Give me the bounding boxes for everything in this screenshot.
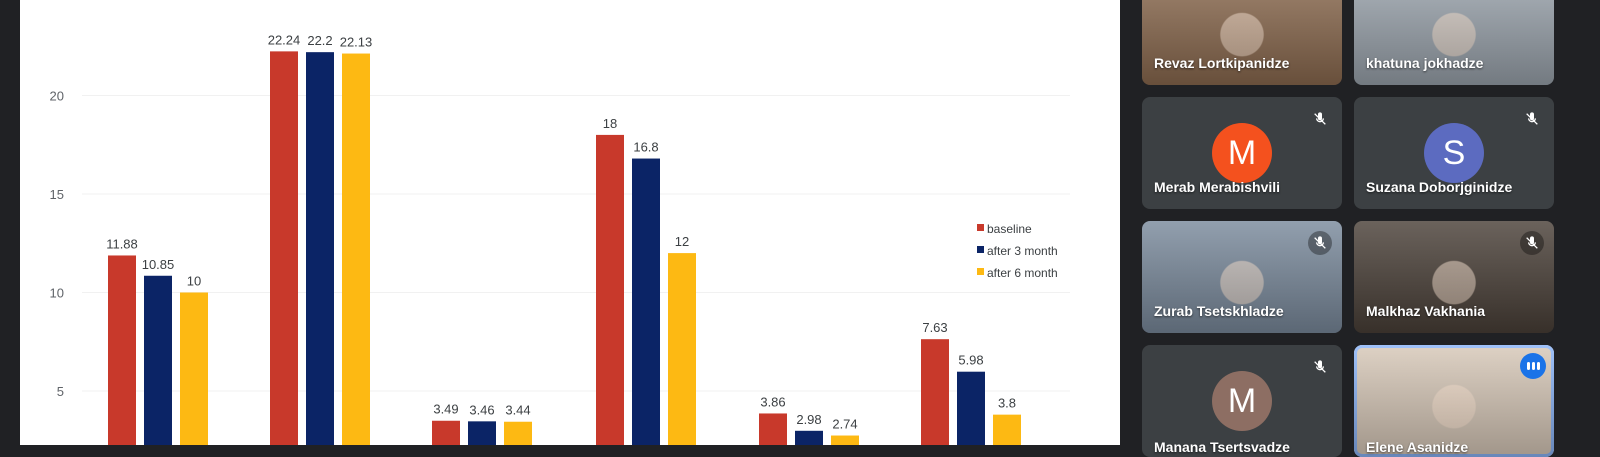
video-feed: [1354, 221, 1554, 333]
meeting-stage: 5 10 15 20 11.88 10.85 10 22.24 22.2 22.13 3.49 3.4…: [20, 0, 1554, 457]
bar-baseline: [921, 339, 949, 445]
data-label: 18: [603, 116, 617, 131]
bar-chart: 5 10 15 20 11.88 10.85 10 22.24 22.2 22.13 3.49 3.4…: [50, 32, 1070, 445]
data-label: 22.2: [307, 33, 332, 48]
bar-after-3-month: [468, 421, 496, 445]
bar-after-6-month: [180, 292, 208, 445]
bar-baseline: [596, 134, 624, 445]
video-feed: [1354, 0, 1554, 85]
participant-tile[interactable]: khatuna jokhadze: [1354, 0, 1554, 85]
participant-tile[interactable]: Zurab Tsetskhladze: [1142, 221, 1342, 333]
legend-swatch: [977, 246, 984, 253]
mic-off-icon: [1308, 355, 1332, 379]
legend-swatch: [977, 268, 984, 275]
bar-baseline: [432, 420, 460, 445]
y-tick-label: 5: [57, 384, 64, 399]
data-label: 3.8: [998, 396, 1016, 411]
bar-after-3-month: [957, 371, 985, 445]
avatar: M: [1212, 371, 1272, 431]
video-feed: [1142, 221, 1342, 333]
bar-baseline: [759, 413, 787, 445]
data-label: 3.44: [505, 403, 530, 418]
legend-label: after 3 month: [987, 244, 1058, 258]
speaking-indicator-icon: [1520, 353, 1546, 379]
legend-label: baseline: [987, 222, 1032, 236]
y-tick-label: 20: [50, 89, 64, 104]
data-label: 3.46: [469, 402, 494, 417]
bar-after-3-month: [795, 430, 823, 445]
participant-name: khatuna jokhadze: [1366, 55, 1484, 71]
participant-tile[interactable]: Malkhaz Vakhania: [1354, 221, 1554, 333]
participant-name: Merab Merabishvili: [1154, 179, 1281, 195]
data-label: 10: [187, 274, 201, 289]
bar-after-6-month: [993, 414, 1021, 445]
avatar: M: [1212, 123, 1272, 183]
data-label: 5.98: [958, 353, 983, 368]
mic-off-icon: [1520, 107, 1544, 131]
data-label: 3.49: [433, 402, 458, 417]
legend-label: after 6 month: [987, 266, 1058, 280]
video-feed: [1142, 0, 1342, 85]
data-label: 11.88: [106, 236, 138, 251]
bar-after-6-month: [668, 253, 696, 445]
participant-name: Zurab Tsetskhladze: [1154, 303, 1284, 319]
data-label: 3.86: [760, 394, 785, 409]
legend-swatch: [977, 224, 984, 231]
bar-after-6-month: [504, 421, 532, 445]
presentation-slide: 5 10 15 20 11.88 10.85 10 22.24 22.2 22.13 3.49 3.4…: [20, 0, 1120, 445]
participant-tile[interactable]: S Suzana Doborjginidze: [1354, 97, 1554, 209]
data-label: 10.85: [142, 257, 175, 272]
participant-name: Revaz Lortkipanidze: [1154, 55, 1290, 71]
data-label: 7.63: [922, 320, 947, 335]
bar-after-3-month: [306, 52, 334, 445]
data-label: 2.98: [796, 412, 821, 427]
data-label: 22.13: [340, 35, 373, 50]
bar-after-3-month: [632, 158, 660, 445]
data-label: 2.74: [832, 417, 857, 432]
bar-after-6-month: [342, 53, 370, 445]
data-label: 16.8: [633, 140, 658, 155]
participant-tile[interactable]: Revaz Lortkipanidze: [1142, 0, 1342, 85]
participant-tile[interactable]: M Merab Merabishvili: [1142, 97, 1342, 209]
bar-after-6-month: [831, 435, 859, 445]
data-label: 12: [675, 234, 689, 249]
avatar: S: [1424, 123, 1484, 183]
participant-name: Manana Tsertsvadze: [1154, 439, 1290, 455]
y-tick-label: 15: [50, 187, 64, 202]
participant-name: Suzana Doborjginidze: [1366, 179, 1513, 195]
mic-off-icon: [1520, 231, 1544, 255]
data-label: 22.24: [268, 32, 301, 47]
bar-after-3-month: [144, 275, 172, 445]
participant-name: Elene Asanidze: [1366, 439, 1469, 455]
y-tick-label: 10: [50, 286, 64, 301]
participant-name: Malkhaz Vakhania: [1366, 303, 1486, 319]
mic-off-icon: [1308, 231, 1332, 255]
mic-off-icon: [1308, 107, 1332, 131]
participant-tile[interactable]: M Manana Tsertsvadze: [1142, 345, 1342, 457]
bar-baseline: [270, 51, 298, 445]
participant-tile-speaking[interactable]: Elene Asanidze: [1354, 345, 1554, 457]
bar-baseline: [108, 255, 136, 445]
